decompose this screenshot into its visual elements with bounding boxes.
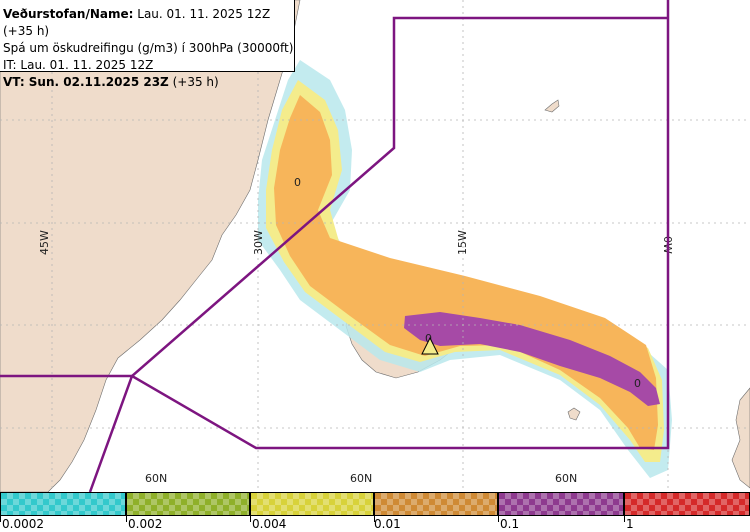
volcano-icon xyxy=(421,336,439,355)
legend-tick-4 xyxy=(374,516,375,522)
greenland-land xyxy=(0,0,301,492)
ash-plume-purple xyxy=(404,312,660,406)
legend-swatch-5 xyxy=(498,492,624,516)
legend-swatch-3 xyxy=(250,492,374,516)
legend-label-2: 0.002 xyxy=(128,517,163,531)
legend-swatch-6 xyxy=(624,492,750,516)
lon-label-30w: 30W xyxy=(252,230,265,255)
valid-time-label: VT: Sun. 02.11.2025 23Z xyxy=(3,75,169,89)
jan-mayen-island xyxy=(544,99,560,113)
forecast-description: Spá um öskudreifingu (g/m3) í 300hPa (30… xyxy=(3,41,294,55)
valid-time-offset: (+35 h) xyxy=(172,75,219,89)
legend-swatch-4 xyxy=(374,492,498,516)
lat-label-60n-1: 60N xyxy=(145,472,167,485)
legend-tick-5 xyxy=(498,516,499,522)
legend-tick-6 xyxy=(624,516,625,522)
legend-label-3: 0.004 xyxy=(252,517,287,531)
legend-swatch-1 xyxy=(0,492,126,516)
lat-label-60n-3: 60N xyxy=(555,472,577,485)
lon-label-45w: 45W xyxy=(38,230,51,255)
issue-time: IT: Lau. 01. 11. 2025 12Z xyxy=(3,58,154,72)
legend-label-4: 0.01 xyxy=(374,517,401,531)
legend-label-1: 0.0002 xyxy=(2,517,44,531)
color-legend: 0.0002 0.002 0.004 0.01 0.1 1 xyxy=(0,492,750,532)
lat-label-60n-2: 60N xyxy=(350,472,372,485)
issuer-value: Lau. 01. 11. 2025 12Z (+35 h) xyxy=(3,7,271,38)
ash-forecast-map: 45W 30W 15W 0W 60N 60N 60N 0 0 0 xyxy=(0,0,750,492)
issuer-label: Veðurstofan/Name: xyxy=(3,7,134,21)
legend-tick-1 xyxy=(0,516,1,522)
faroe-islands xyxy=(567,407,581,421)
legend-label-6: 1 xyxy=(626,517,634,531)
forecast-info-box: Veðurstofan/Name: Lau. 01. 11. 2025 12Z … xyxy=(0,0,295,89)
norway-coast xyxy=(731,387,750,489)
legend-label-5: 0.1 xyxy=(500,517,520,531)
legend-tick-2 xyxy=(126,516,127,522)
lon-label-15w: 15W xyxy=(456,230,469,255)
legend-tick-3 xyxy=(250,516,251,522)
legend-swatch-2 xyxy=(126,492,250,516)
contour-label-3: 0 xyxy=(634,377,641,390)
contour-label-2: 0 xyxy=(425,332,432,345)
contour-label-1: 0 xyxy=(294,176,301,189)
forecast-boundary xyxy=(0,0,670,492)
